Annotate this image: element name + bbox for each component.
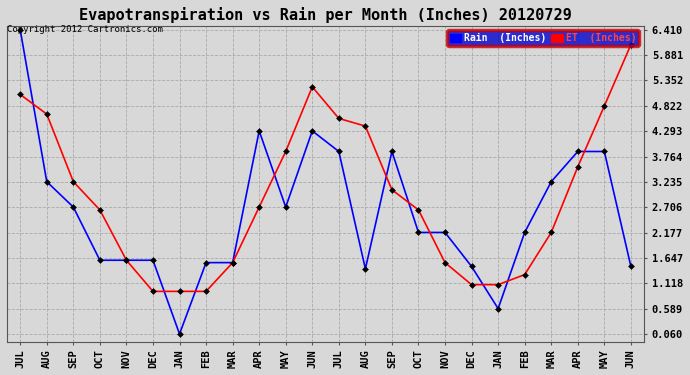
Title: Evapotranspiration vs Rain per Month (Inches) 20120729: Evapotranspiration vs Rain per Month (In…: [79, 7, 572, 23]
Text: Copyright 2012 Cartronics.com: Copyright 2012 Cartronics.com: [7, 26, 163, 34]
Legend: Rain  (Inches), ET  (Inches): Rain (Inches), ET (Inches): [446, 30, 640, 46]
